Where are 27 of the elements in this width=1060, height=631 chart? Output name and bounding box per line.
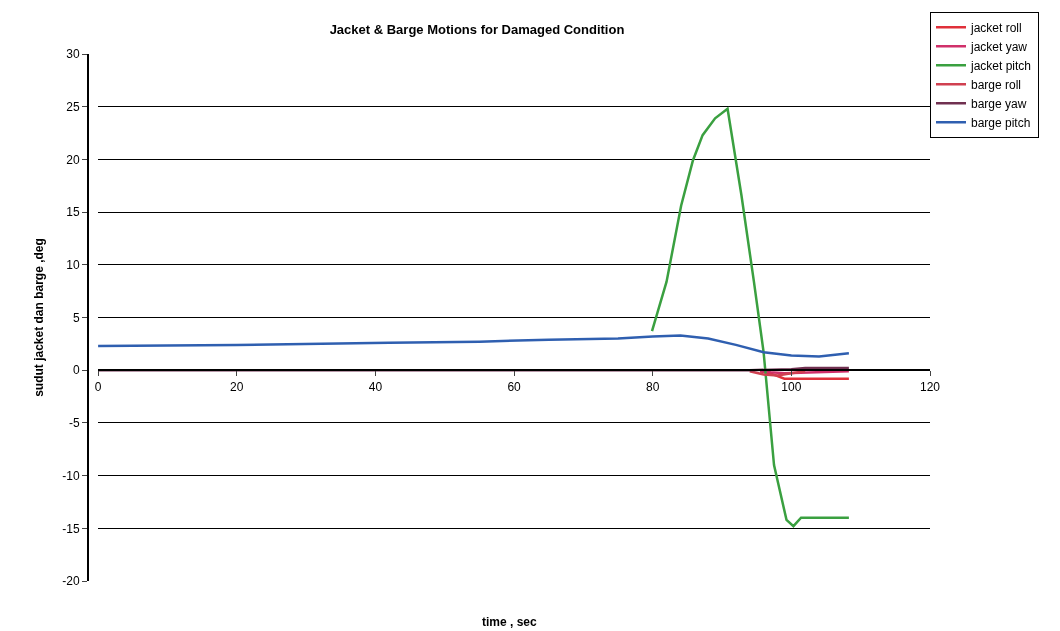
x-tick-label: 60: [507, 379, 522, 394]
y-tick-label: 25: [66, 99, 80, 114]
x-tick-label: 0: [94, 379, 102, 394]
legend-label: barge roll: [971, 78, 1022, 93]
x-axis-title: time , sec: [482, 615, 538, 629]
chart-title: Jacket & Barge Motions for Damaged Condition: [329, 22, 625, 38]
legend-label: jacket roll: [970, 21, 1022, 36]
x-tick-label: 100: [781, 379, 802, 394]
y-tick-label: -20: [62, 574, 80, 589]
legend-label: jacket yaw: [970, 40, 1028, 55]
y-tick-label: 15: [66, 205, 80, 220]
y-axis-title: sudut jacket dan barge ,deg: [32, 238, 47, 397]
y-tick-label: 5: [72, 310, 80, 325]
y-tick-label: -5: [68, 416, 80, 431]
legend-label: jacket pitch: [970, 59, 1032, 74]
y-tick-label: 30: [66, 47, 80, 62]
y-tick-label: -10: [62, 468, 80, 483]
x-tick-label: 80: [646, 379, 660, 394]
x-tick-label: 40: [368, 379, 383, 394]
legend-label: barge yaw: [971, 97, 1027, 112]
x-tick-label: 20: [230, 379, 244, 394]
x-tick-label: 120: [919, 379, 941, 394]
legend-label: barge pitch: [971, 116, 1031, 131]
y-tick-label: 10: [66, 258, 80, 272]
y-tick-label: -15: [62, 521, 80, 536]
y-tick-label: 0: [72, 363, 80, 378]
y-tick-label: 20: [66, 152, 80, 167]
